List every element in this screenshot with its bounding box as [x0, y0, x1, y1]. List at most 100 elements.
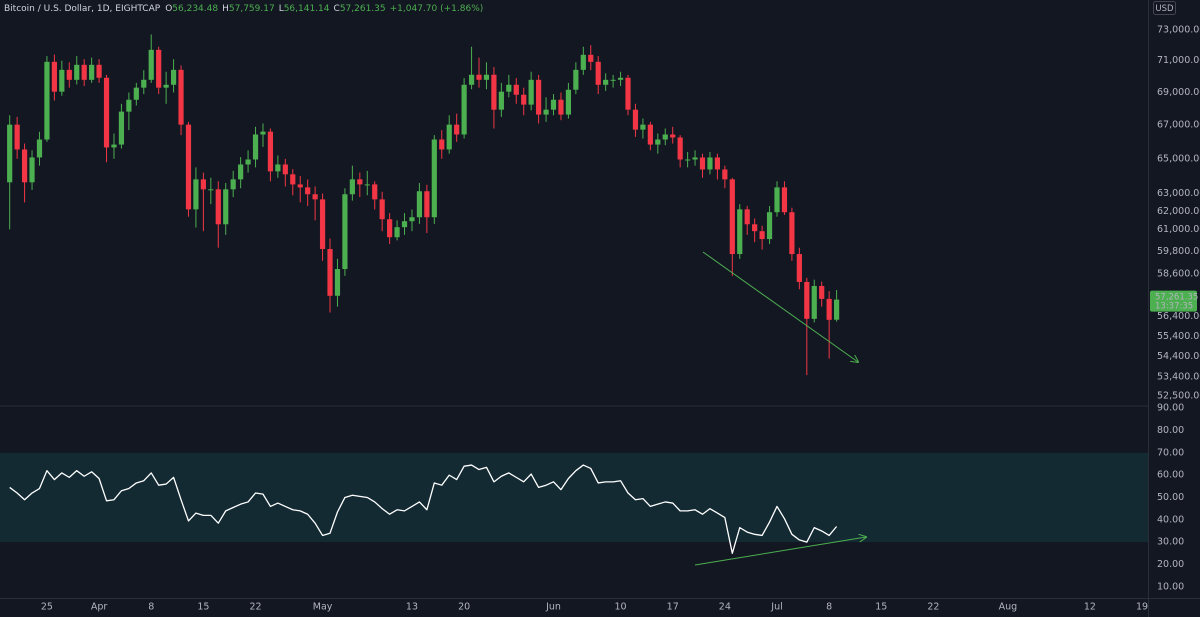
candle-body [342, 194, 348, 270]
x-tick-label: 8 [148, 602, 154, 613]
candle-body [349, 179, 355, 195]
y-tick-label: 63,000.00 [1157, 188, 1200, 199]
candle-body [789, 212, 795, 255]
candle-body [141, 79, 147, 88]
candle-body [312, 194, 318, 200]
x-tick-label: 15 [197, 602, 209, 613]
candle-body [819, 285, 825, 299]
candle-body [424, 191, 430, 218]
candle-body [290, 174, 296, 185]
header: Bitcoin / U.S. Dollar, 1D, EIGHTCAP O56,2… [4, 4, 483, 14]
candle-body [558, 99, 564, 115]
last-price-label: 57,261.35 [1155, 293, 1198, 303]
x-tick-label: 24 [719, 602, 731, 613]
candle-body [781, 187, 788, 213]
candle-body [238, 164, 244, 180]
candle-body [185, 124, 192, 210]
candle-body [796, 254, 802, 282]
candle-body [401, 221, 408, 228]
marks-layer [7, 34, 840, 554]
candle-body [737, 209, 743, 255]
y-tick-label: 90.00 [1157, 403, 1184, 414]
rsi-line [9, 464, 838, 554]
y-tick-label: 56,400.00 [1157, 311, 1200, 322]
candle-body [550, 99, 557, 110]
candle-body [96, 64, 102, 78]
legend-value: 56,234.48 [172, 4, 218, 14]
candle-body [685, 159, 691, 161]
candle-body [699, 157, 706, 170]
candle-body [327, 249, 333, 296]
legend-value: 56,141.14 [284, 4, 330, 14]
candle-body [357, 179, 363, 185]
candle-body [74, 64, 80, 80]
candle-body [759, 231, 765, 240]
y-tick-label: 30.00 [1157, 537, 1184, 548]
y-tick-label: 70.00 [1157, 447, 1184, 458]
candle-body [468, 74, 475, 85]
rsi-band [0, 452, 1148, 543]
candle-body [692, 157, 698, 160]
y-tick-label: 73,000.00 [1157, 24, 1200, 35]
candle-body [111, 144, 117, 148]
candle-body [372, 184, 378, 200]
currency-box[interactable] [1153, 1, 1176, 15]
candle-body [655, 139, 661, 145]
candle-body [89, 64, 95, 80]
y-tick-label: 80.00 [1157, 425, 1184, 436]
candle-body [565, 89, 572, 115]
x-tick-label: 22 [249, 602, 261, 613]
candle-body [811, 285, 817, 319]
candle-body [617, 77, 624, 80]
candle-body [826, 298, 832, 320]
legend-change: +1,047.70 (+1.86%) [390, 4, 484, 14]
candle-body [305, 187, 311, 195]
candle-body [133, 87, 139, 100]
candle-body [200, 179, 206, 190]
candle-body [230, 179, 236, 190]
candle-body [439, 139, 445, 150]
x-tick-label: 12 [1084, 602, 1096, 613]
candle-body [513, 84, 519, 95]
candle-body [36, 139, 43, 158]
candle-body [66, 69, 72, 80]
y-tick-label: 69,000.00 [1157, 87, 1200, 98]
candle-body [647, 124, 653, 145]
candle-body [774, 187, 780, 213]
candle-body [632, 109, 639, 130]
candle-body [521, 94, 527, 105]
x-tick-label: 10 [615, 602, 627, 613]
x-tick-label: 19 [1136, 602, 1148, 613]
candle-body [610, 79, 616, 81]
candle-body [334, 269, 341, 296]
candle-body [446, 124, 452, 150]
candle-body [267, 131, 274, 172]
candle-body [59, 69, 65, 92]
candle-body [297, 184, 303, 188]
candle-body [379, 199, 385, 220]
symbol-title: Bitcoin / U.S. Dollar, 1D, EIGHTCAP [4, 4, 161, 14]
candle-body [588, 54, 594, 62]
candle-body [103, 77, 110, 148]
candle-body [51, 61, 57, 92]
rsi-band-layer [0, 452, 1148, 543]
y-tick-label: 71,000.00 [1157, 55, 1200, 66]
candle-body [7, 124, 13, 183]
candle-body [29, 157, 35, 183]
x-tick-label: 22 [927, 602, 939, 613]
trend-line [694, 537, 866, 566]
candle-body [714, 157, 721, 170]
candle-body [223, 189, 229, 225]
x-tick-label: 25 [41, 602, 53, 613]
candle-body [543, 109, 549, 115]
candle-body [640, 124, 646, 130]
candle-body [364, 184, 370, 186]
candle-body [580, 54, 586, 70]
y-tick-label: 58,600.00 [1157, 268, 1200, 279]
candle-body [722, 169, 728, 180]
y-tick-label: 20.00 [1157, 559, 1184, 570]
currency-label[interactable]: USD [1155, 4, 1174, 14]
candle-body [498, 91, 504, 110]
